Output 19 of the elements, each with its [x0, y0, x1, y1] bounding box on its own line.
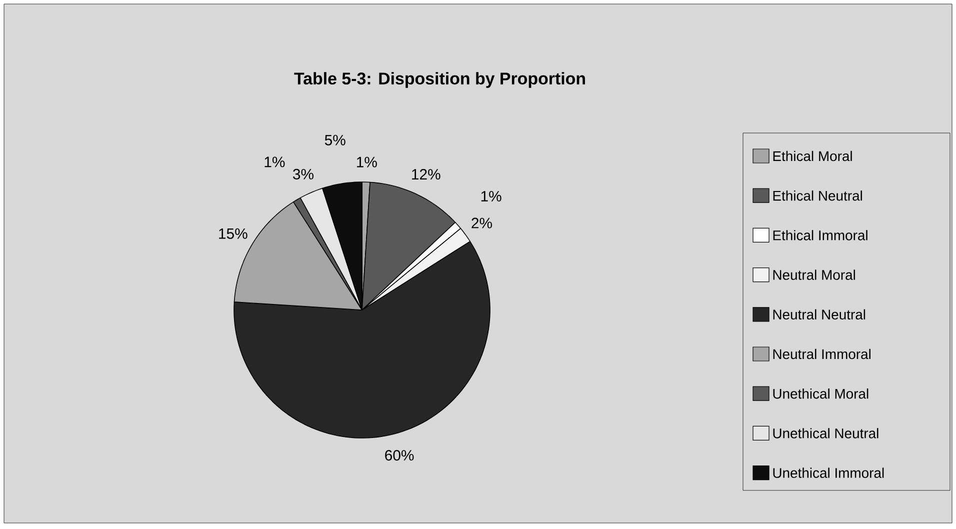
- data-label: 15%: [219, 228, 248, 239]
- data-label: 12%: [412, 169, 440, 180]
- legend-label: Neutral Neutral: [773, 309, 866, 320]
- chart-title: Table 5-3: Disposition by Proportion: [294, 72, 585, 88]
- legend-label: Ethical Immoral: [773, 230, 868, 240]
- legend-label: Unethical Neutral: [773, 428, 878, 438]
- data-label: 60%: [385, 450, 414, 461]
- legend-label: Neutral Immoral: [773, 348, 870, 360]
- legend-label: Ethical Neutral: [773, 190, 862, 201]
- legend-label: Unethical Moral: [773, 388, 868, 399]
- data-label: 2%: [472, 218, 492, 228]
- data-label: 1%: [481, 191, 502, 202]
- data-label: 1%: [357, 156, 377, 168]
- legend-label: Unethical Immoral: [773, 468, 884, 478]
- data-label: 1%: [264, 156, 285, 168]
- legend-label: Neutral Moral: [773, 270, 855, 280]
- data-label: 3%: [292, 168, 314, 180]
- legend-label: Ethical Moral: [773, 150, 852, 162]
- data-label: 5%: [324, 134, 346, 146]
